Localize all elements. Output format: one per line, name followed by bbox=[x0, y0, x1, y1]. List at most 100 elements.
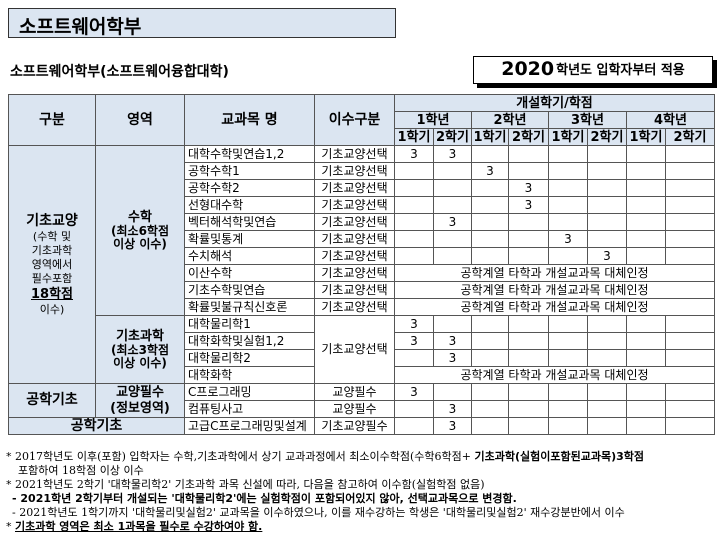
credit-cell bbox=[626, 179, 666, 197]
header-year: 2학년 bbox=[471, 111, 549, 129]
credit-cell bbox=[664, 145, 716, 163]
credit-cell: 3 bbox=[508, 196, 549, 214]
credit-cell bbox=[471, 400, 509, 418]
credit-cell bbox=[587, 400, 627, 418]
credit-cell: 3 bbox=[394, 315, 434, 333]
completion-type: 기초교양선택 bbox=[314, 264, 395, 282]
credit-cell bbox=[626, 315, 666, 333]
footnotes: * 2017학년도 이후(포함) 입학자는 수학,기초과학에서 상기 교과과정에… bbox=[6, 450, 718, 534]
credit-cell bbox=[587, 349, 627, 367]
course-name: 공학수학1 bbox=[184, 162, 315, 180]
completion-type: 기초교양선택 bbox=[314, 162, 395, 180]
department-subtitle: 소프트웨어학부(소프트웨어융합대학) bbox=[10, 64, 229, 80]
credit-cell bbox=[587, 213, 627, 231]
footnote-text: 2021학년도 2학기 '대학물리학2' 기초과학 과목 신설에 따라, 다음을… bbox=[15, 478, 485, 491]
credit-cell bbox=[548, 196, 588, 214]
course-name: C프로그래밍 bbox=[184, 383, 315, 401]
credit-cell bbox=[548, 162, 588, 180]
credit-cell bbox=[664, 349, 716, 367]
group-basic-liberal-desc: 영역에서 bbox=[31, 258, 73, 271]
header-semester: 2학기 bbox=[508, 128, 549, 146]
credit-cell bbox=[394, 417, 434, 435]
footnote-1: * 2017학년도 이후(포함) 입학자는 수학,기초과학에서 상기 교과과정에… bbox=[6, 450, 718, 464]
completion-type: 기초교양필수 bbox=[314, 417, 395, 435]
completion-type: 기초교양선택 bbox=[314, 315, 395, 384]
header-semester: 1학기 bbox=[626, 128, 666, 146]
credit-cell: 3 bbox=[433, 145, 472, 163]
course-name: 선형대수학 bbox=[184, 196, 315, 214]
credit-cell bbox=[587, 230, 627, 248]
credit-cell bbox=[626, 332, 666, 350]
credit-cell bbox=[664, 230, 716, 248]
footnote-2: * 2021학년도 2학기 '대학물리학2' 기초과학 과목 신설에 따라, 다… bbox=[6, 478, 718, 492]
credit-cell bbox=[433, 196, 472, 214]
credit-cell bbox=[471, 417, 509, 435]
replacement-note: 공학계열 타학과 개설교과목 대체인정 bbox=[393, 264, 716, 282]
credit-cell bbox=[548, 383, 588, 401]
group-liberal-required-sub: (정보영역) bbox=[110, 400, 170, 416]
group-eng-basic: 공학기초 bbox=[8, 383, 96, 418]
group-basic-liberal-desc: (수학 및 bbox=[32, 230, 72, 243]
completion-type: 기초교양선택 bbox=[314, 145, 395, 163]
credit-cell bbox=[471, 332, 509, 350]
course-name: 확률및불규칙신호론 bbox=[184, 298, 315, 316]
credit-cell bbox=[508, 247, 549, 265]
credit-cell bbox=[508, 400, 549, 418]
year-notice-year: 2020 bbox=[501, 58, 555, 80]
credit-cell bbox=[626, 349, 666, 367]
credit-cell bbox=[433, 315, 472, 333]
credit-cell bbox=[433, 247, 472, 265]
bullet: * bbox=[6, 478, 12, 491]
credit-cell bbox=[471, 315, 509, 333]
credit-cell bbox=[394, 162, 434, 180]
credit-cell bbox=[548, 213, 588, 231]
credit-cell bbox=[664, 400, 716, 418]
completion-type: 기초교양선택 bbox=[314, 230, 395, 248]
credit-cell bbox=[587, 179, 627, 197]
credit-cell bbox=[626, 417, 666, 435]
credit-cell bbox=[664, 315, 716, 333]
course-name: 대학물리학1 bbox=[184, 315, 315, 333]
credit-cell bbox=[394, 400, 434, 418]
credit-cell bbox=[548, 349, 588, 367]
credit-cell bbox=[471, 349, 509, 367]
credit-cell: 3 bbox=[548, 230, 588, 248]
header-semester: 2학기 bbox=[587, 128, 627, 146]
group-math-sub: (최소6학점 bbox=[111, 224, 169, 238]
header-semester: 1학기 bbox=[394, 128, 434, 146]
credit-cell bbox=[548, 315, 588, 333]
credit-cell bbox=[471, 179, 509, 197]
course-name: 대학물리학2 bbox=[184, 349, 315, 367]
group-science-title: 기초과학 bbox=[116, 329, 164, 344]
credit-cell bbox=[508, 332, 549, 350]
credit-cell bbox=[394, 213, 434, 231]
credit-cell bbox=[508, 162, 549, 180]
credit-cell bbox=[587, 315, 627, 333]
group-basic-liberal-title: 기초교양 bbox=[26, 213, 78, 229]
header-completion-type: 이수구분 bbox=[314, 94, 395, 146]
credit-cell bbox=[508, 417, 549, 435]
credit-cell bbox=[508, 145, 549, 163]
bullet: * bbox=[6, 450, 12, 463]
credit-cell bbox=[587, 196, 627, 214]
credit-cell: 3 bbox=[433, 400, 472, 418]
group-science-sub: (최소3학점 bbox=[111, 343, 169, 357]
course-name: 공학수학2 bbox=[184, 179, 315, 197]
credit-cell bbox=[664, 247, 716, 265]
credit-cell bbox=[433, 230, 472, 248]
credit-cell bbox=[548, 179, 588, 197]
page-title-box: 소프트웨어학부 bbox=[8, 8, 396, 38]
footnote-text: 2017학년도 이후(포함) 입학자는 수학,기초과학에서 상기 교과과정에서 … bbox=[15, 450, 475, 463]
course-name: 확률및통계 bbox=[184, 230, 315, 248]
group-basic-liberal-credits: 18학점 bbox=[30, 287, 73, 302]
credit-cell bbox=[587, 145, 627, 163]
credit-cell bbox=[471, 145, 509, 163]
credit-cell bbox=[548, 417, 588, 435]
credit-cell bbox=[471, 196, 509, 214]
credit-cell bbox=[664, 179, 716, 197]
credit-cell bbox=[626, 230, 666, 248]
group-math-title: 수학 bbox=[128, 210, 152, 225]
group-basic-liberal-desc: 이수) bbox=[39, 303, 65, 316]
credit-cell bbox=[626, 247, 666, 265]
group-math: 수학 (최소6학점 이상 이수) bbox=[95, 145, 185, 316]
